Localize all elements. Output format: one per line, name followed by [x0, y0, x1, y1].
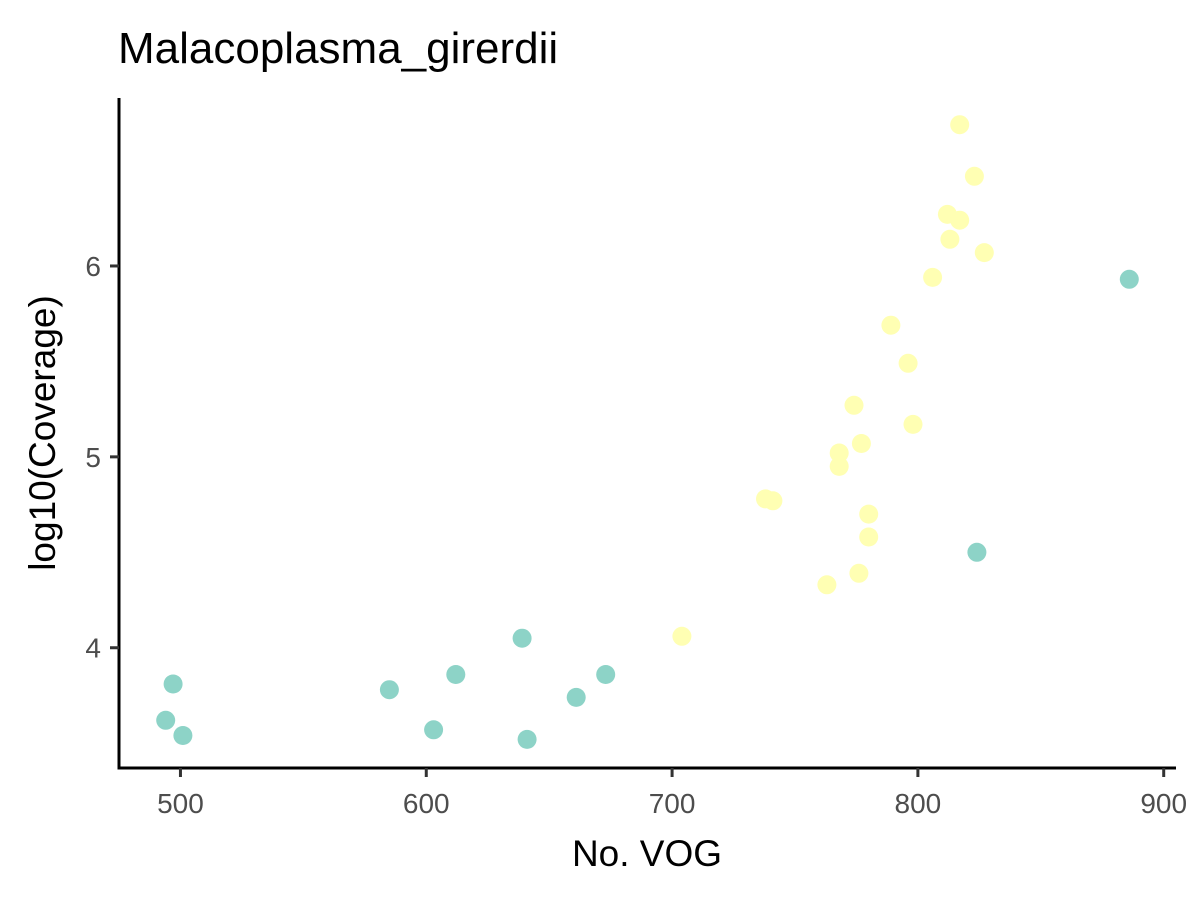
data-point-yellow-11: [859, 527, 879, 547]
x-tick-label: 700: [649, 788, 696, 819]
data-point-teal-10: [596, 665, 616, 684]
data-point-teal-5: [424, 720, 444, 740]
data-point-yellow-9: [851, 434, 871, 453]
y-tick-label: 4: [85, 633, 101, 664]
data-point-yellow-12: [881, 315, 901, 335]
data-point-teal-9: [566, 687, 586, 707]
x-tick-label: 600: [403, 788, 450, 819]
data-point-teal-6: [446, 665, 466, 684]
data-point-teal-2: [163, 674, 183, 694]
data-point-yellow-17: [940, 229, 960, 249]
data-point-yellow-6: [829, 456, 849, 476]
x-axis-ticks: 500 600 700 800 900: [157, 768, 1187, 819]
data-point-yellow-7: [844, 395, 864, 415]
x-tick-label: 900: [1140, 788, 1187, 819]
x-tick-label: 800: [895, 788, 942, 819]
data-point-yellow-20: [964, 166, 984, 186]
y-axis-label: log10(Coverage): [22, 295, 63, 571]
data-point-yellow-3: [763, 491, 783, 511]
data-point-yellow-13: [898, 353, 918, 373]
data-point-yellow-18: [950, 115, 970, 135]
data-point-yellow-4: [817, 575, 837, 595]
data-point-yellow-1: [672, 626, 692, 646]
chart-title: Malacoplasma_girerdii: [118, 24, 558, 73]
data-point-teal-12: [1119, 269, 1139, 289]
y-tick-label: 5: [85, 442, 101, 473]
data-point-yellow-15: [923, 267, 943, 287]
y-axis-ticks: 4 5 6: [85, 251, 119, 664]
y-tick-label: 6: [85, 251, 101, 282]
data-point-yellow-14: [903, 414, 923, 434]
data-point-teal-4: [379, 680, 399, 700]
data-point-yellow-5: [829, 443, 849, 463]
data-point-teal-8: [517, 729, 537, 749]
x-tick-label: 500: [157, 788, 204, 819]
data-point-yellow-19: [950, 210, 970, 230]
data-point-yellow-21: [974, 243, 994, 263]
x-axis-label: No. VOG: [572, 833, 722, 874]
data-point-yellow-8: [849, 563, 869, 583]
points-layer: [156, 115, 1139, 749]
data-point-yellow-10: [859, 504, 879, 524]
data-point-teal-1: [156, 710, 176, 730]
data-point-teal-11: [967, 542, 987, 562]
data-point-teal-7: [512, 628, 532, 648]
data-point-teal-3: [173, 726, 193, 745]
